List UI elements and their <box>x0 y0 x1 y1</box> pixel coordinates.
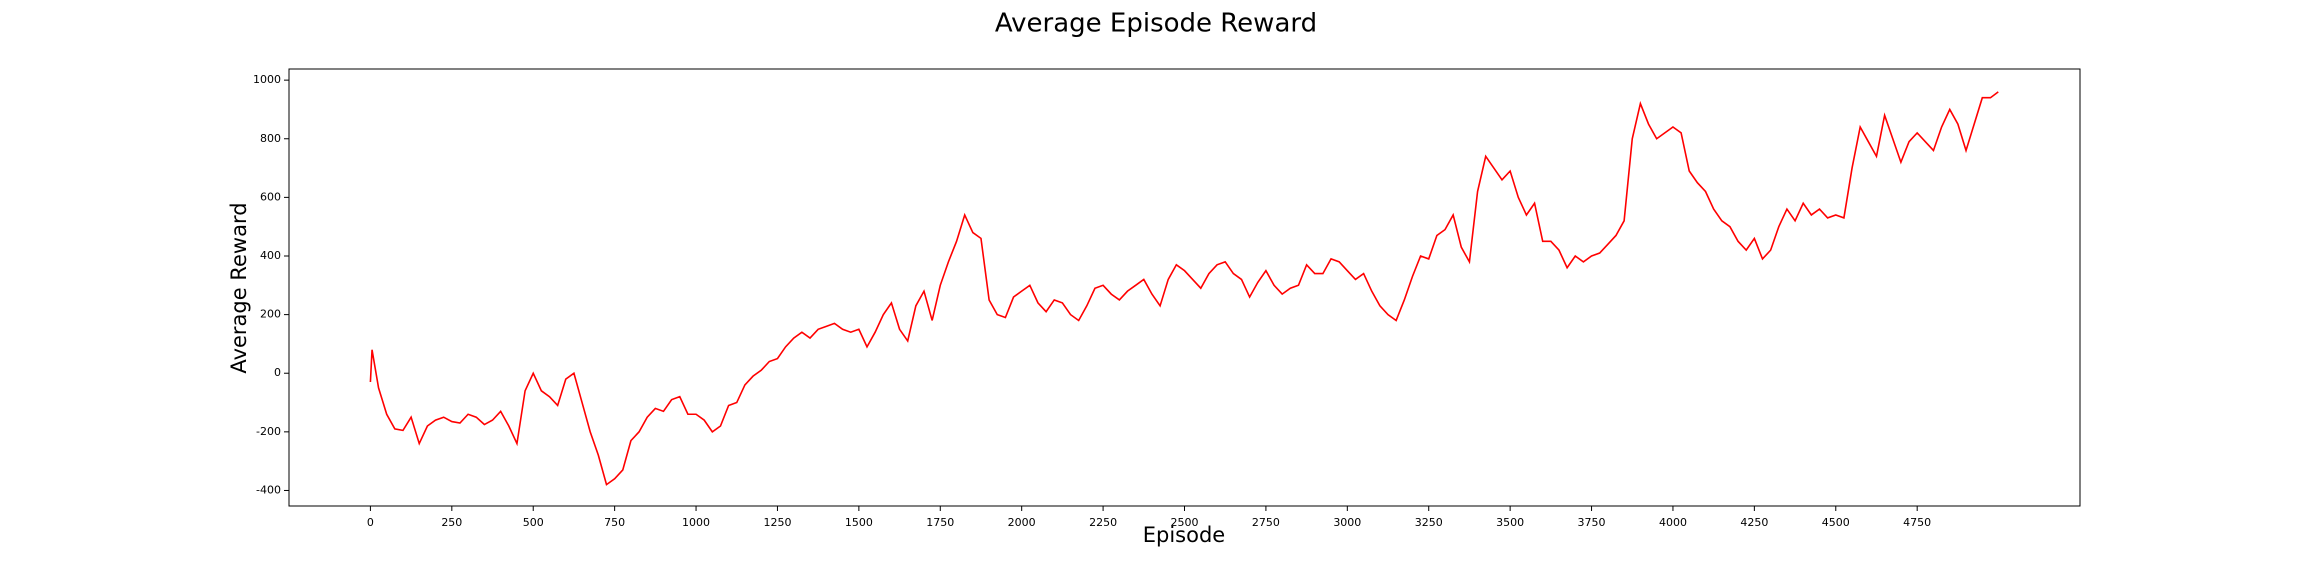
x-tick-label: 1000 <box>682 516 710 529</box>
x-tick-label: 4750 <box>1903 516 1931 529</box>
x-tick-label: 1500 <box>845 516 873 529</box>
chart-title: Average Episode Reward <box>995 9 1317 39</box>
x-tick-label: 750 <box>604 516 625 529</box>
x-axis-label: Episode <box>1143 523 1225 547</box>
y-tick-label: -200 <box>256 425 281 438</box>
y-tick-label: 600 <box>260 190 281 203</box>
y-tick-label: -400 <box>256 483 281 496</box>
x-tick-label: 3750 <box>1578 516 1606 529</box>
y-tick-label: 400 <box>260 249 281 262</box>
x-tick-label: 2250 <box>1089 516 1117 529</box>
x-tick-label: 4250 <box>1740 516 1768 529</box>
x-tick-label: 2000 <box>1008 516 1036 529</box>
x-tick-label: 0 <box>367 516 374 529</box>
x-tick-label: 4000 <box>1659 516 1687 529</box>
x-tick-label: 3250 <box>1415 516 1443 529</box>
x-tick-label: 250 <box>441 516 462 529</box>
plot-frame <box>288 68 2081 507</box>
x-tick-label: 4500 <box>1822 516 1850 529</box>
y-tick-label: 1000 <box>253 73 281 86</box>
x-tick-label: 500 <box>523 516 544 529</box>
x-tick-label: 3500 <box>1496 516 1524 529</box>
x-tick-label: 1750 <box>926 516 954 529</box>
y-axis-label: Average Reward <box>227 202 251 373</box>
x-tick-label: 2750 <box>1252 516 1280 529</box>
y-tick-label: 800 <box>260 132 281 145</box>
x-tick-label: 1250 <box>763 516 791 529</box>
x-tick-label: 2500 <box>1171 516 1199 529</box>
y-tick-label: 0 <box>274 366 281 379</box>
data-line <box>369 91 1999 486</box>
x-tick-label: 3000 <box>1333 516 1361 529</box>
y-tick-label: 200 <box>260 308 281 321</box>
